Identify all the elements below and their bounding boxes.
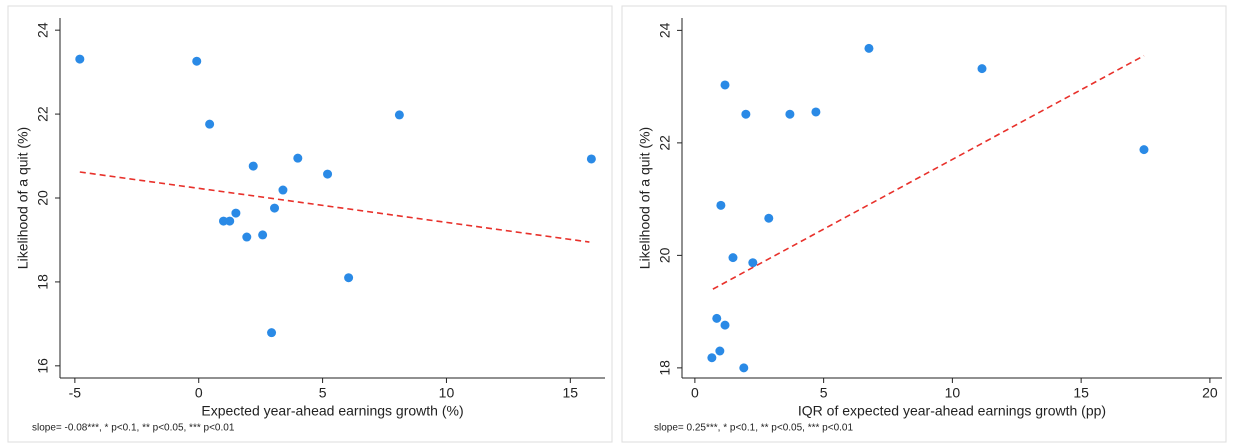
point [219, 216, 228, 226]
fit-line [712, 54, 1145, 290]
y-tick-label: 20 [35, 190, 51, 206]
x-tick-label: 5 [319, 385, 327, 401]
x-tick-label: 20 [1202, 385, 1218, 401]
y-tick-label: 20 [657, 247, 673, 263]
point [1139, 145, 1149, 155]
point [720, 80, 730, 90]
point [344, 273, 354, 283]
point [258, 230, 268, 240]
x-tick-label: 10 [945, 385, 961, 401]
point [977, 64, 987, 74]
y-tick-label: 24 [657, 22, 673, 38]
fit-line [79, 171, 590, 243]
point [715, 346, 725, 356]
point [716, 200, 726, 210]
point [785, 109, 795, 119]
point [707, 353, 717, 363]
point [739, 363, 749, 373]
point [192, 56, 202, 66]
x-tick-label: 5 [820, 385, 828, 401]
point [394, 110, 404, 120]
point [728, 253, 738, 263]
x-axis-title: IQR of expected year-ahead earnings grow… [798, 403, 1106, 419]
point [764, 213, 774, 223]
point [231, 208, 241, 218]
x-tick-label: -5 [69, 385, 82, 401]
y-tick-label: 16 [35, 358, 51, 374]
x-axis-title: Expected year-ahead earnings growth (%) [201, 403, 463, 419]
y-axis-title: Likelihood of a quit (%) [637, 127, 653, 269]
point [864, 43, 874, 53]
panel-frame [7, 5, 613, 443]
point [748, 258, 758, 268]
y-tick-label: 18 [657, 360, 673, 376]
point [323, 169, 333, 179]
x-tick-label: 15 [1073, 385, 1089, 401]
point [248, 161, 258, 171]
point [293, 153, 303, 163]
point [720, 320, 730, 330]
point [205, 119, 215, 129]
y-tick-label: 22 [657, 135, 673, 151]
y-axis-title: Likelihood of a quit (%) [15, 127, 31, 269]
point [225, 216, 235, 226]
point [242, 232, 252, 242]
point [586, 154, 596, 164]
footnote: slope= -0.08***, * p<0.1, ** p<0.05, ***… [32, 423, 235, 434]
x-tick-label: 15 [563, 385, 579, 401]
x-tick-label: 0 [195, 385, 203, 401]
point [811, 107, 821, 117]
point [75, 54, 85, 64]
point [712, 313, 722, 323]
footnote: slope= 0.25***, * p<0.1, ** p<0.05, *** … [654, 423, 853, 434]
x-tick-label: 0 [691, 385, 699, 401]
point [741, 109, 751, 119]
x-tick-label: 10 [439, 385, 455, 401]
point [278, 185, 288, 195]
y-tick-label: 24 [35, 22, 51, 38]
panel-frame [621, 5, 1227, 443]
y-tick-label: 18 [35, 274, 51, 290]
point [267, 328, 277, 338]
y-tick-label: 22 [35, 106, 51, 122]
point [270, 203, 280, 213]
